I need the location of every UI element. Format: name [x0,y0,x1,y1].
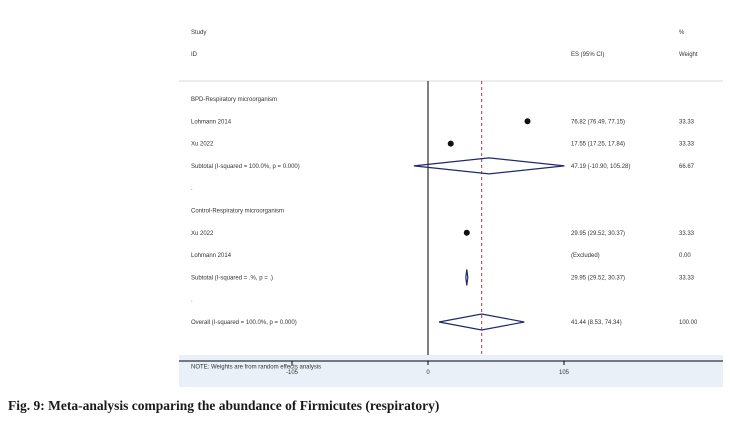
row-label: . [191,186,193,192]
study-point [447,140,454,147]
row-es-ci: 29.95 (29.52, 30.37) [571,231,625,237]
subtotal-diamond [465,269,469,286]
row-weight: 33.33 [679,231,695,237]
header-percent-label: % [679,30,685,36]
x-axis-tick-label: 0 [426,370,430,376]
row-weight: 0.00 [679,253,691,259]
row-label: Subtotal (I-squared = .%, p = .) [191,275,273,281]
row-label: Overall (I-squared = 100.0%, p = 0.000) [191,320,297,326]
row-es-ci: (Excluded) [571,253,600,259]
row-label: . [191,298,193,304]
study-point [524,118,531,125]
row-label: Lohmann 2014 [191,119,232,125]
x-axis-tick-label: -105 [286,370,299,376]
row-label: Lohmann 2014 [191,253,232,259]
subtotal-diamond [413,157,565,175]
header-study-label: Study [191,30,206,36]
row-label: Subtotal (I-squared = 100.0%, p = 0.000) [191,164,300,170]
header-weight-label: Weight [679,52,698,58]
header-id-label: ID [191,52,198,58]
forest-plot: Study ID ES (95% CI)% Weight BPD-Respiratory… [179,15,723,376]
row-label: NOTE: Weights are from random effects an… [191,365,321,371]
row-weight: 66.67 [679,164,695,170]
row-es-ci: 76.82 (76.49, 77.15) [571,119,625,125]
row-es-ci: 47.19 (-10.90, 105.28) [571,164,630,170]
row-weight: 100.00 [679,320,698,326]
study-point [463,229,470,236]
overall-diamond [438,313,525,331]
row-label: BPD-Respiratory microorganism [191,97,277,103]
row-label: Control-Respiratory microorganism [191,209,284,215]
row-label: Xu 2022 [191,142,214,148]
figure-caption: Fig. 9: Meta-analysis comparing the abun… [8,398,440,413]
plot-background [179,15,723,355]
row-es-ci: 29.95 (29.52, 30.37) [571,275,625,281]
x-axis-tick-label: 105 [559,370,570,376]
row-label: Xu 2022 [191,231,214,237]
row-es-ci: 41.44 (8.53, 74.34) [571,320,622,326]
header-es-label: ES (95% CI) [571,52,604,58]
row-weight: 33.33 [679,275,695,281]
row-es-ci: 17.55 (17.25, 17.84) [571,142,625,148]
forest-plot-panel: Study ID ES (95% CI)% Weight BPD-Respiratory… [179,15,723,387]
row-weight: 33.33 [679,142,695,148]
row-weight: 33.33 [679,119,695,125]
